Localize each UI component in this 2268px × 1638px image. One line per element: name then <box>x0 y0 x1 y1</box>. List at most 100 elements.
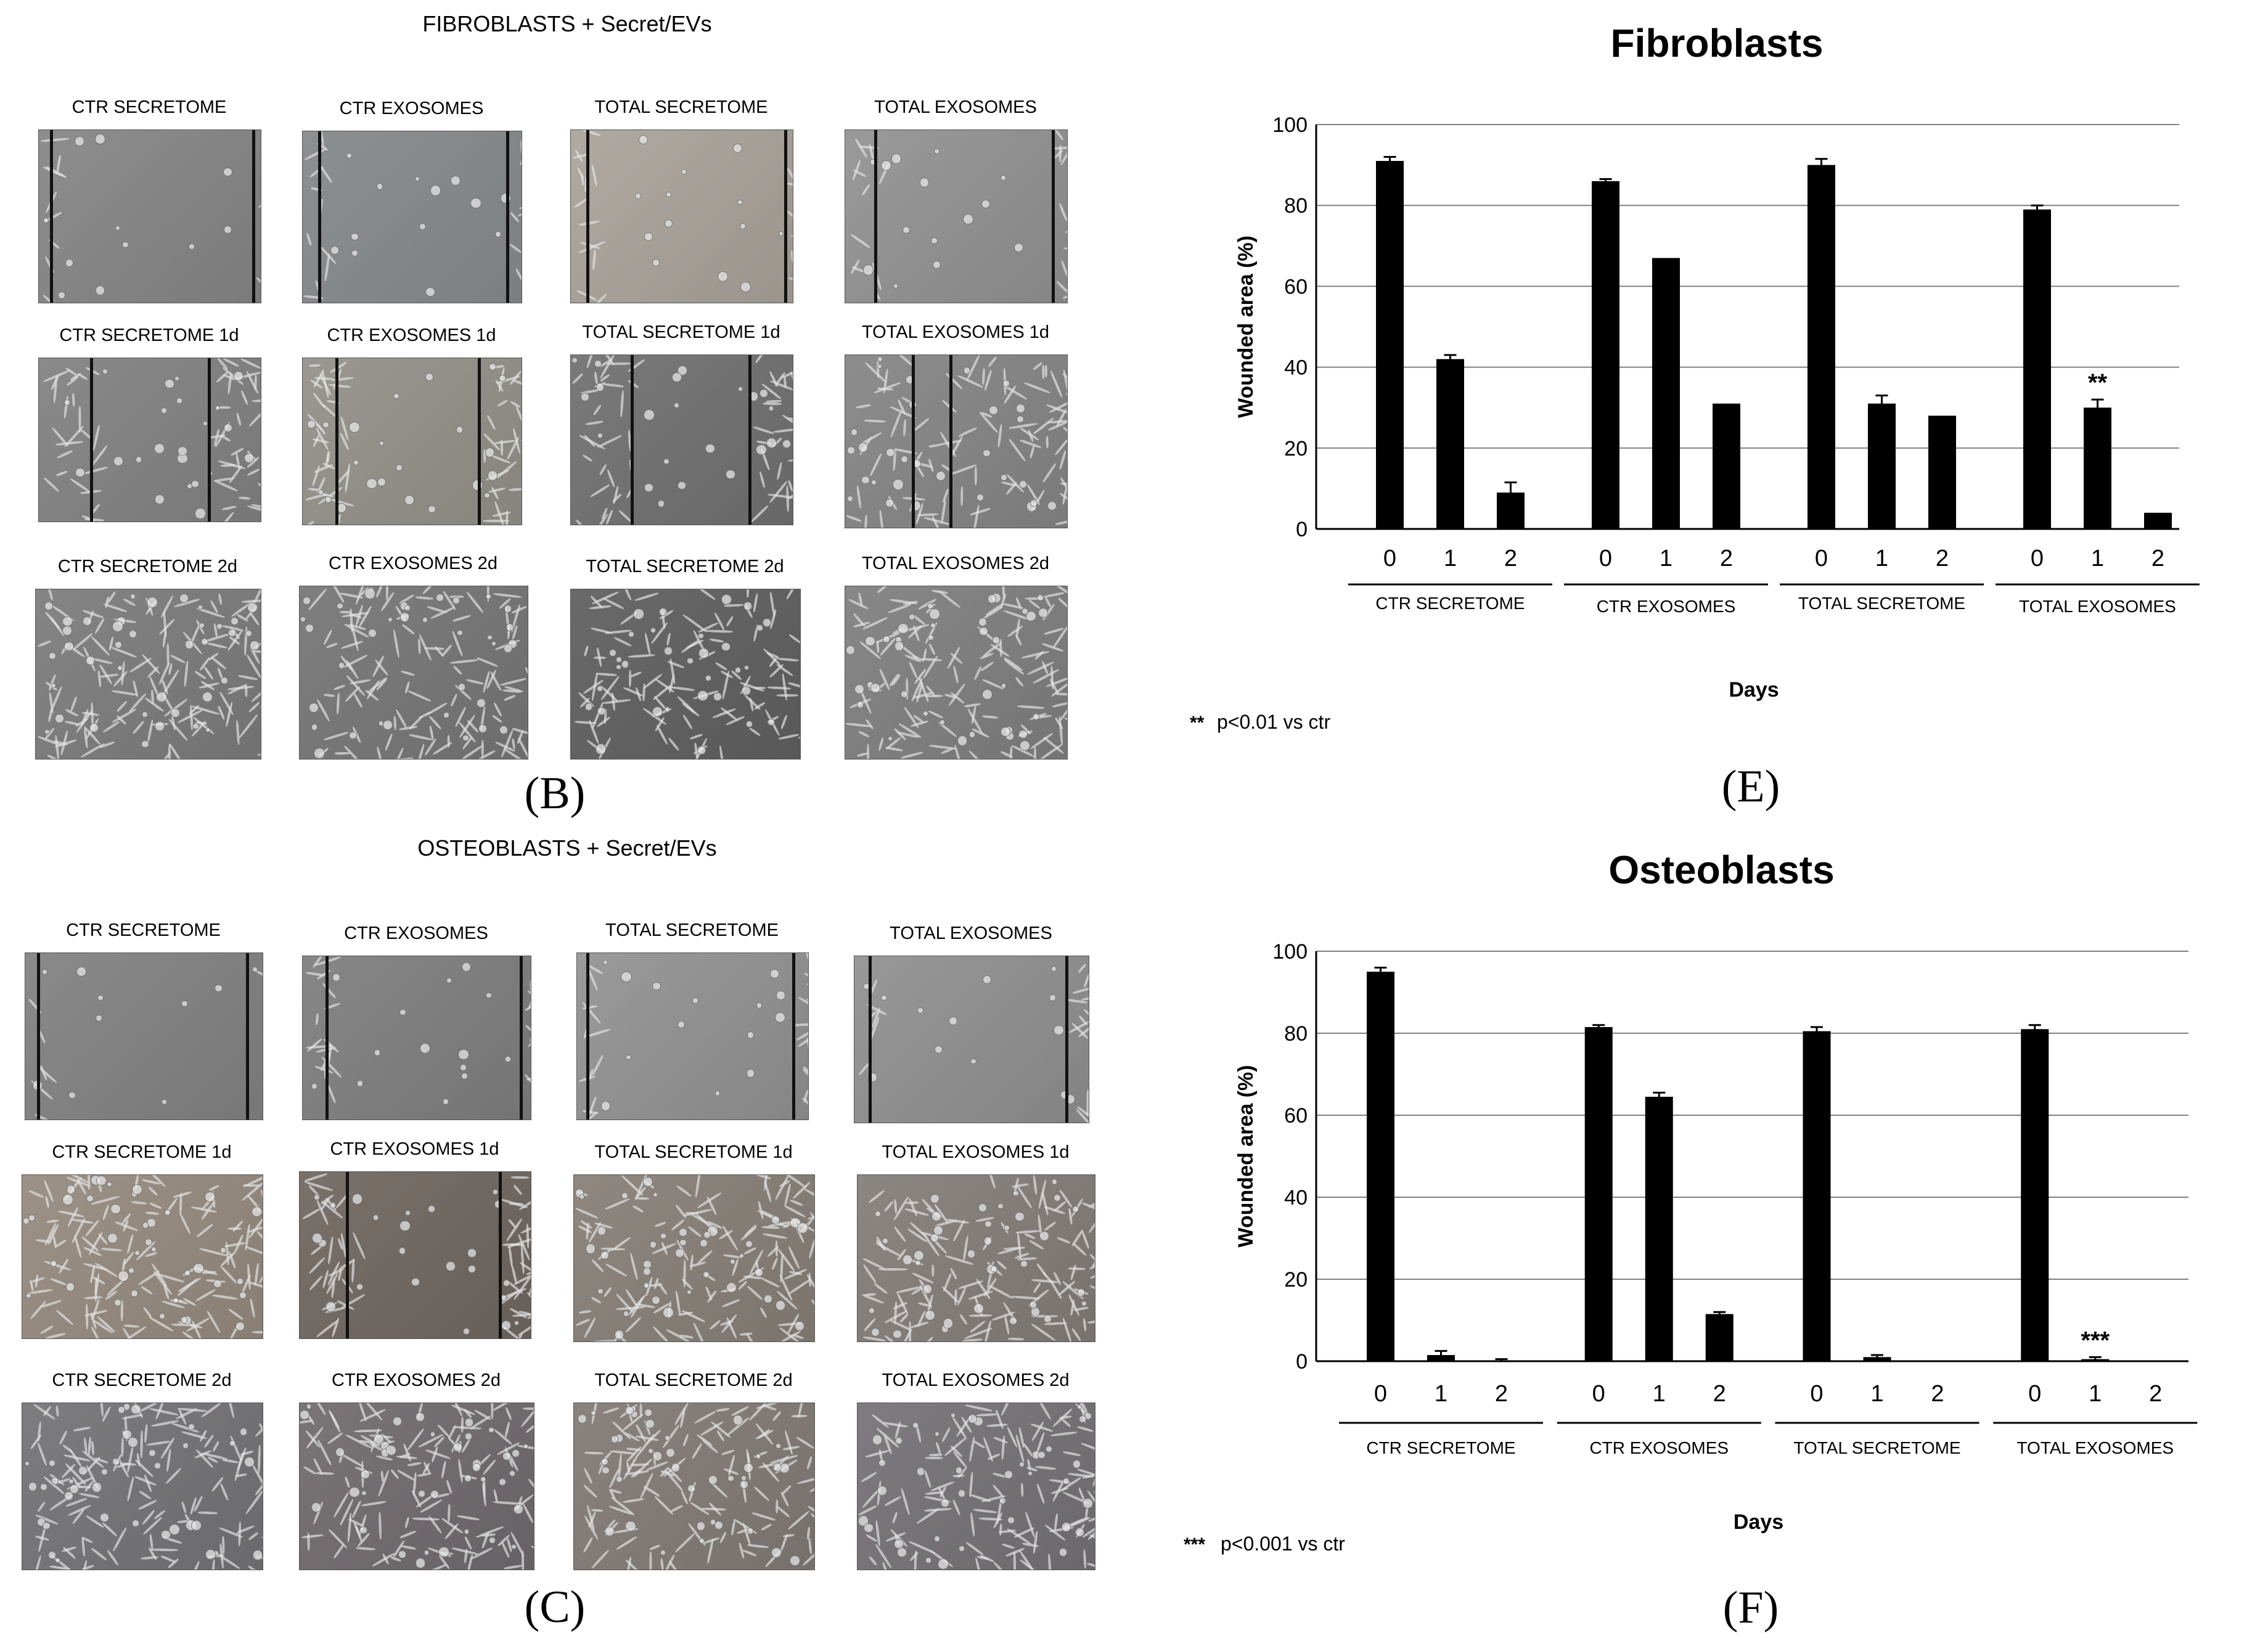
cell-dot <box>968 1414 978 1424</box>
cell-dot <box>925 1557 932 1564</box>
cell-streak <box>62 1444 74 1454</box>
cell-streak <box>964 703 981 708</box>
cell-streak <box>238 496 250 500</box>
cell-dot <box>514 1504 523 1514</box>
cell-streak <box>247 1565 263 1570</box>
cell-streak <box>102 721 120 734</box>
cell-dot <box>963 367 971 374</box>
cell-dot <box>658 500 665 507</box>
cell-streak <box>520 140 522 155</box>
cell-dot <box>161 1529 171 1539</box>
cell-dot <box>215 405 221 411</box>
cell-dot <box>117 1406 125 1414</box>
cell-dot <box>101 1468 108 1475</box>
cell-dot <box>990 1266 997 1273</box>
cell-dot <box>970 1058 976 1065</box>
micrograph-image <box>570 589 801 760</box>
cell-dot <box>165 1209 171 1216</box>
cell-streak <box>80 742 105 758</box>
bar <box>1928 416 1956 529</box>
cell-streak <box>401 623 416 635</box>
cell-streak <box>856 403 871 409</box>
cell-streak <box>769 591 776 616</box>
x-tick-label: 1 <box>1870 1381 1883 1407</box>
cell-streak <box>679 1407 687 1428</box>
cell-dot <box>978 1203 988 1213</box>
cell-streak <box>528 996 531 1010</box>
cell-dot <box>743 665 749 670</box>
cell-streak <box>260 291 261 303</box>
cell-dot <box>931 1211 941 1221</box>
cell-dot <box>91 1482 102 1493</box>
cell-streak <box>508 488 522 492</box>
cell-streak <box>866 1534 878 1542</box>
bar <box>2023 209 2051 529</box>
cell-dot <box>179 594 189 604</box>
cell-dot <box>511 1544 517 1549</box>
cell-dot <box>896 1547 907 1558</box>
cell-streak <box>240 358 261 370</box>
cell-dot <box>322 421 330 428</box>
cell-dot <box>234 371 244 381</box>
micrograph-label: CTR SECRETOME 1d <box>52 1142 232 1162</box>
cell-streak <box>809 1481 814 1493</box>
cell-dot <box>755 1454 761 1459</box>
cell-streak <box>211 1559 216 1570</box>
cell-streak <box>681 1309 706 1323</box>
cell-streak <box>497 399 509 407</box>
cell-dot <box>478 724 487 733</box>
cell-dot <box>672 372 682 382</box>
cell-streak <box>46 1219 59 1224</box>
cell-dot <box>204 1191 215 1202</box>
cell-dot <box>877 356 883 362</box>
cell-streak <box>327 1528 348 1549</box>
cell-dot <box>934 1045 943 1054</box>
cell-dot <box>89 723 99 732</box>
cell-dot <box>858 442 869 452</box>
micrograph-image <box>38 129 261 303</box>
cell-dot <box>404 605 411 612</box>
cell-dot <box>416 1412 425 1422</box>
x-tick-label: 2 <box>1720 546 1733 571</box>
cell-dot <box>927 634 934 641</box>
cell-streak <box>962 1235 969 1261</box>
cell-streak <box>149 1407 179 1416</box>
y-tick-label: 0 <box>1296 1350 1308 1374</box>
cell-dot <box>169 1523 181 1535</box>
cell-dot <box>1029 1300 1038 1309</box>
cell-dot <box>915 1259 921 1266</box>
cell-streak <box>856 485 862 509</box>
cell-dot <box>460 1063 467 1071</box>
cell-dot <box>303 596 311 605</box>
cell-streak <box>1080 1442 1095 1455</box>
cell-streak <box>509 243 522 254</box>
cell-dot <box>934 149 940 155</box>
cell-dot <box>427 1205 436 1213</box>
cell-streak <box>304 147 327 162</box>
cell-streak <box>517 1320 531 1337</box>
x-tick-label: 0 <box>1815 546 1828 571</box>
cell-dot <box>184 640 194 649</box>
cell-streak <box>256 751 261 756</box>
cell-dot <box>616 1475 623 1483</box>
cell-dot <box>1049 994 1057 1002</box>
y-tick-label: 80 <box>1284 194 1308 218</box>
cell-dot <box>461 962 472 972</box>
cell-streak <box>768 686 792 690</box>
cell-dot <box>311 1083 318 1090</box>
cell-dot <box>457 683 466 691</box>
cell-streak <box>1045 365 1047 378</box>
cell-streak <box>35 1274 39 1288</box>
cell-streak <box>923 1469 932 1488</box>
cell-streak <box>928 710 944 719</box>
cell-dot <box>388 617 393 623</box>
cell-dot <box>311 1502 322 1512</box>
cell-dot <box>411 1277 420 1286</box>
cell-streak <box>417 638 421 654</box>
group-label: CTR EXOSOMES <box>1597 597 1736 616</box>
cell-streak <box>981 368 986 385</box>
cell-streak <box>670 1504 684 1513</box>
cell-streak <box>316 698 330 723</box>
cell-dot <box>957 1489 966 1497</box>
cell-dot <box>763 618 771 628</box>
